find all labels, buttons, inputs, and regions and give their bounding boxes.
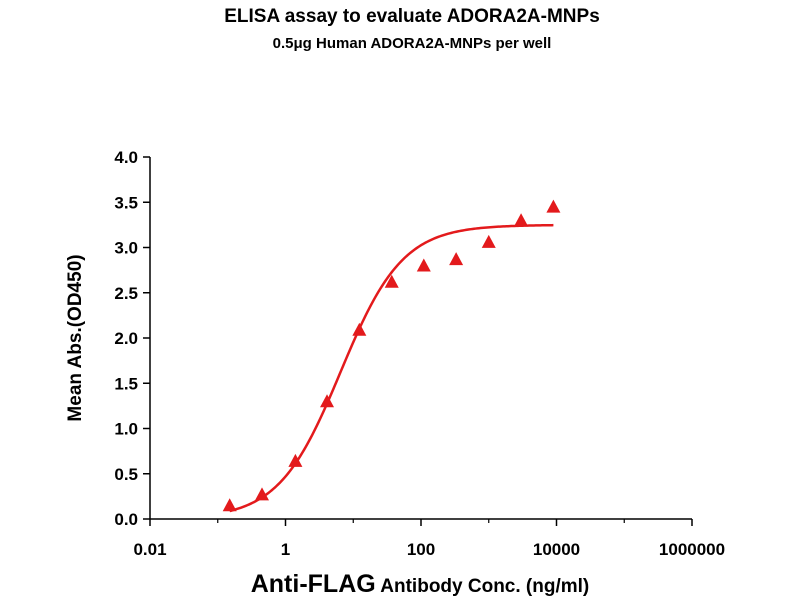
- fit-curve: [229, 223, 554, 513]
- x-axis: 0.01 1 100 10000 1000000: [133, 518, 725, 559]
- y-tick-label: 4.0: [114, 148, 138, 167]
- x-axis-label-rest: Antibody Conc. (ng/ml): [376, 576, 590, 597]
- chart-title: ELISA assay to evaluate ADORA2A-MNPs: [224, 6, 600, 27]
- y-axis-label: Mean Abs.(OD450): [65, 254, 86, 421]
- chart-subtitle: 0.5μg Human ADORA2A-MNPs per well: [273, 35, 552, 52]
- data-point: [514, 213, 529, 227]
- x-tick-label: 0.01: [133, 540, 166, 559]
- y-tick-label: 2.0: [114, 329, 138, 348]
- x-tick-label: 100: [407, 540, 435, 559]
- data-point: [481, 234, 496, 248]
- y-tick-label: 3.0: [114, 239, 138, 258]
- x-tick-label: 10000: [533, 540, 580, 559]
- y-ticks: 0.0 0.5 1.0 1.5 2.0 2.5 3.0 3.5 4.0: [114, 148, 150, 529]
- x-tick-label: 1: [281, 540, 290, 559]
- y-tick-label: 0.0: [114, 510, 138, 529]
- y-tick-label: 3.5: [114, 193, 138, 212]
- data-point: [288, 453, 303, 467]
- data-point: [384, 274, 399, 288]
- y-tick-label: 1.5: [114, 374, 138, 393]
- data-point: [255, 487, 270, 501]
- x-axis-label-main: Anti-FLAG: [251, 570, 376, 598]
- y-tick-label: 1.0: [114, 420, 138, 439]
- x-axis-label: Anti-FLAG Antibody Conc. (ng/ml): [251, 570, 590, 598]
- data-point: [320, 394, 335, 408]
- data-point: [546, 199, 561, 213]
- data-point: [416, 258, 431, 272]
- y-tick-label: 2.5: [114, 284, 138, 303]
- data-point: [222, 498, 237, 512]
- y-axis: 0.0 0.5 1.0 1.5 2.0 2.5 3.0 3.5 4.0: [114, 148, 151, 529]
- data-points: [222, 199, 561, 512]
- x-tick-label: 1000000: [659, 540, 725, 559]
- data-point: [449, 252, 464, 266]
- x-ticks: 0.01 1 100 10000 1000000: [133, 519, 725, 559]
- y-tick-label: 0.5: [114, 465, 138, 484]
- data-point: [352, 322, 367, 336]
